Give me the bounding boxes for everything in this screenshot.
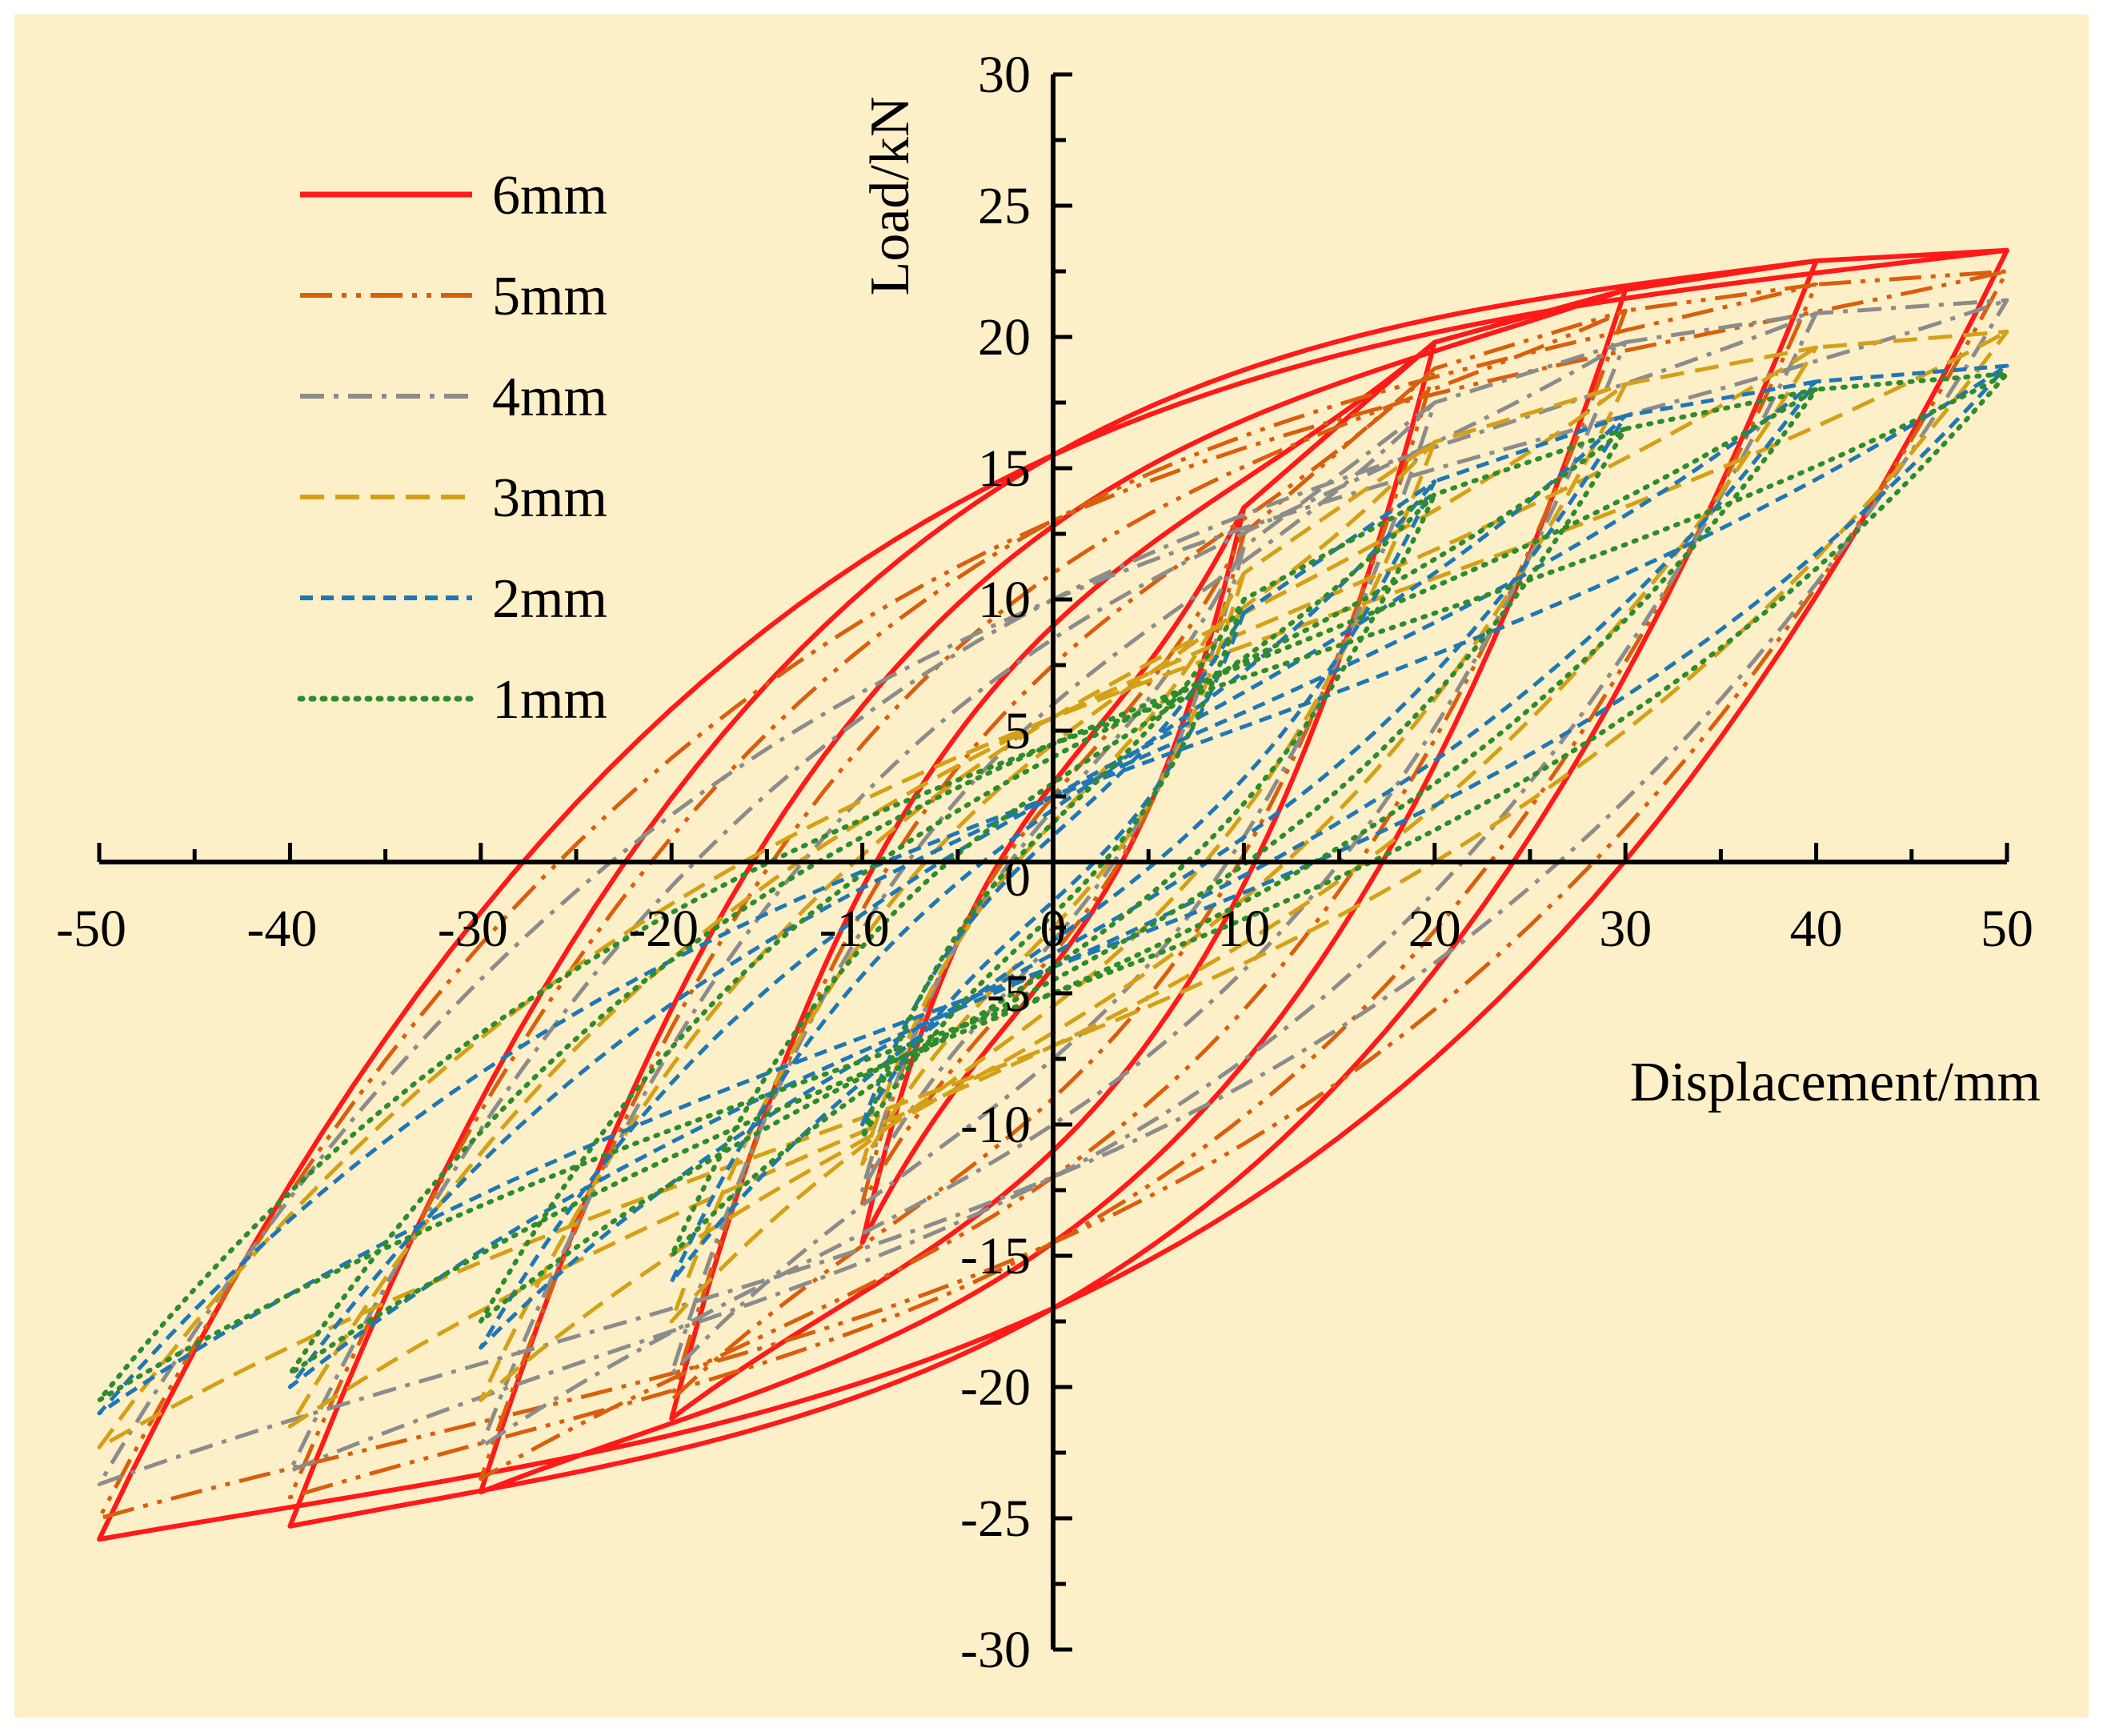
y-tick-label: -20 — [960, 1358, 1031, 1417]
y-tick-label: 25 — [978, 177, 1031, 235]
x-tick-label: -20 — [628, 900, 699, 958]
series-curve-1mm — [97, 371, 2009, 1403]
legend-label-6mm: 6mm — [492, 165, 607, 227]
x-tick-label: 30 — [1599, 900, 1652, 958]
y-tick-label: -30 — [960, 1621, 1031, 1679]
y-tick-label: 5 — [1004, 702, 1031, 760]
axes-layer — [97, 72, 2009, 1652]
x-tick-label: -40 — [246, 900, 317, 958]
legend-label-5mm: 5mm — [492, 266, 607, 327]
y-tick-label: -10 — [960, 1096, 1031, 1154]
series-curve-2mm — [97, 363, 2009, 1416]
y-tick-label: 10 — [978, 571, 1031, 629]
legend: 6mm 5mm 4mm 3mm 2mm 1mm — [297, 165, 607, 731]
x-tick-label: -10 — [819, 900, 890, 958]
x-tick-label: 40 — [1790, 900, 1843, 958]
x-tick-label: 50 — [1981, 900, 2033, 958]
y-tick-label: 20 — [978, 308, 1031, 367]
y-tick-label-zero: 0 — [1004, 849, 1031, 908]
y-axis-title: Load/kN — [859, 97, 921, 296]
y-tick-label: -5 — [987, 964, 1031, 1023]
y-tick-label: 15 — [978, 439, 1031, 498]
curves-layer — [97, 247, 2009, 1542]
x-tick-label: 20 — [1408, 900, 1461, 958]
legend-label-3mm: 3mm — [492, 467, 607, 529]
y-tick-label: -15 — [960, 1227, 1031, 1285]
x-tick-label: -50 — [56, 900, 126, 958]
y-tick-label: -25 — [960, 1489, 1031, 1548]
tick-labels-layer: -50 -40 -30 -20 -10 0 10 20 30 40 50 30 25 20 15 10 5 -5 -… — [56, 46, 2033, 1679]
series-curve-3mm — [97, 329, 2009, 1449]
legend-label-2mm: 2mm — [492, 568, 607, 630]
legend-label-1mm: 1mm — [492, 669, 607, 731]
series-curve-5mm — [97, 269, 2009, 1521]
series-curve-6mm — [97, 247, 2009, 1542]
x-axis-title: Displacement/mm — [1630, 1052, 2041, 1113]
x-tick-label: -30 — [438, 900, 508, 958]
y-tick-label: 30 — [978, 46, 1031, 104]
x-tick-label: 0 — [1040, 900, 1067, 958]
legend-label-4mm: 4mm — [492, 367, 607, 428]
x-tick-label: 10 — [1217, 900, 1270, 958]
